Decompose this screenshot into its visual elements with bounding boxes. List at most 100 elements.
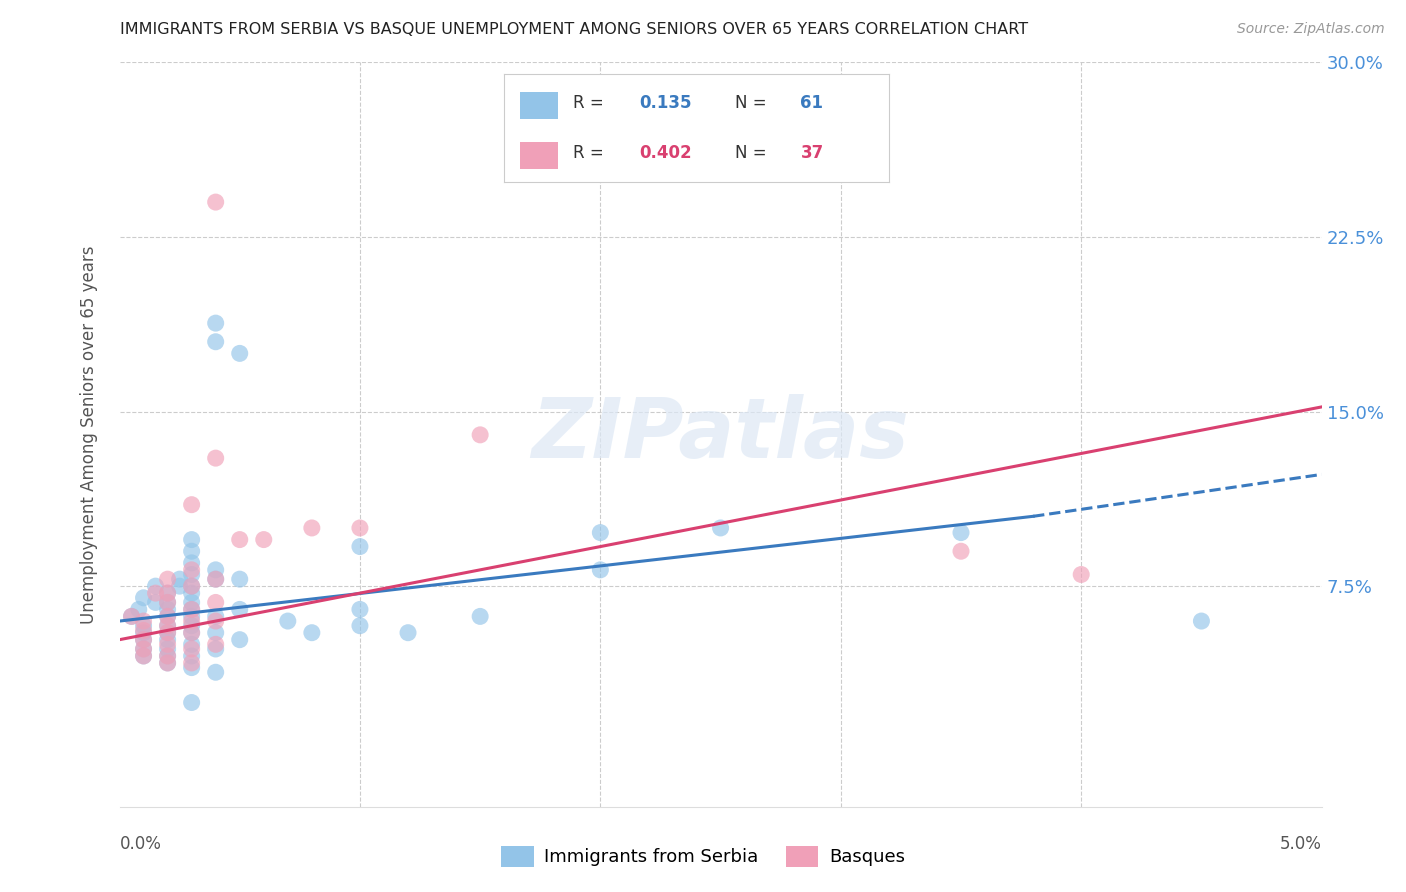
Point	[180, 595, 202, 609]
Point	[349, 602, 371, 616]
Point	[169, 579, 191, 593]
Point	[145, 586, 167, 600]
Point	[228, 346, 252, 360]
Point	[228, 632, 252, 647]
Point	[204, 316, 226, 330]
Text: Source: ZipAtlas.com: Source: ZipAtlas.com	[1237, 22, 1385, 37]
Point	[180, 660, 202, 674]
Point	[468, 427, 492, 442]
Point	[396, 625, 419, 640]
Point	[156, 618, 179, 632]
Point	[132, 591, 155, 605]
Point	[180, 642, 202, 657]
Point	[950, 544, 973, 558]
Point	[132, 632, 155, 647]
Text: 0.0%: 0.0%	[120, 835, 162, 853]
Point	[156, 648, 179, 663]
Point	[589, 563, 612, 577]
Point	[180, 579, 202, 593]
Point	[180, 579, 202, 593]
Point	[180, 625, 202, 640]
Point	[709, 521, 731, 535]
Text: 5.0%: 5.0%	[1279, 835, 1322, 853]
Text: ZIPatlas: ZIPatlas	[531, 394, 910, 475]
Point	[156, 618, 179, 632]
Text: IMMIGRANTS FROM SERBIA VS BASQUE UNEMPLOYMENT AMONG SENIORS OVER 65 YEARS CORREL: IMMIGRANTS FROM SERBIA VS BASQUE UNEMPLO…	[120, 22, 1028, 37]
Point	[156, 609, 179, 624]
Point	[180, 556, 202, 570]
Point	[180, 586, 202, 600]
Point	[180, 563, 202, 577]
Point	[180, 609, 202, 624]
Point	[180, 618, 202, 632]
Point	[180, 637, 202, 651]
Point	[228, 602, 252, 616]
Point	[180, 696, 202, 710]
Point	[1070, 567, 1092, 582]
Point	[145, 579, 167, 593]
Point	[156, 595, 179, 609]
Point	[180, 648, 202, 663]
Point	[349, 540, 371, 554]
Point	[121, 609, 143, 624]
Point	[204, 563, 226, 577]
Point	[132, 614, 155, 628]
Point	[180, 625, 202, 640]
Point	[156, 602, 179, 616]
Point	[204, 195, 226, 210]
Point	[156, 586, 179, 600]
Point	[204, 625, 226, 640]
Point	[180, 656, 202, 670]
Point	[180, 498, 202, 512]
Point	[468, 609, 492, 624]
Point	[1189, 614, 1212, 628]
Point	[156, 648, 179, 663]
Point	[204, 572, 226, 586]
Point	[180, 602, 202, 616]
Point	[156, 656, 179, 670]
Point	[180, 602, 202, 616]
Point	[589, 525, 612, 540]
Point	[132, 624, 155, 638]
Point	[156, 609, 179, 624]
Point	[349, 521, 371, 535]
Point	[132, 642, 155, 657]
Point	[228, 572, 252, 586]
Point	[204, 595, 226, 609]
Point	[204, 451, 226, 466]
Point	[950, 525, 973, 540]
Point	[204, 572, 226, 586]
Point	[156, 572, 179, 586]
Point	[180, 567, 202, 582]
Point	[204, 614, 226, 628]
Point	[180, 544, 202, 558]
Point	[349, 618, 371, 632]
Point	[156, 586, 179, 600]
Point	[228, 533, 252, 547]
Point	[253, 533, 276, 547]
Point	[204, 609, 226, 624]
Point	[121, 609, 143, 624]
Point	[156, 642, 179, 657]
Point	[132, 618, 155, 632]
Y-axis label: Unemployment Among Seniors over 65 years: Unemployment Among Seniors over 65 years	[80, 245, 98, 624]
Point	[156, 595, 179, 609]
Point	[204, 665, 226, 680]
Point	[204, 637, 226, 651]
Point	[156, 632, 179, 647]
Point	[204, 642, 226, 657]
Legend: Immigrants from Serbia, Basques: Immigrants from Serbia, Basques	[494, 838, 912, 874]
Point	[132, 625, 155, 640]
Point	[277, 614, 299, 628]
Point	[204, 334, 226, 349]
Point	[301, 625, 323, 640]
Point	[301, 521, 323, 535]
Point	[156, 637, 179, 651]
Point	[145, 595, 167, 609]
Point	[132, 642, 155, 657]
Point	[180, 533, 202, 547]
Point	[132, 648, 155, 663]
Point	[128, 602, 150, 616]
Point	[180, 614, 202, 628]
Point	[132, 632, 155, 647]
